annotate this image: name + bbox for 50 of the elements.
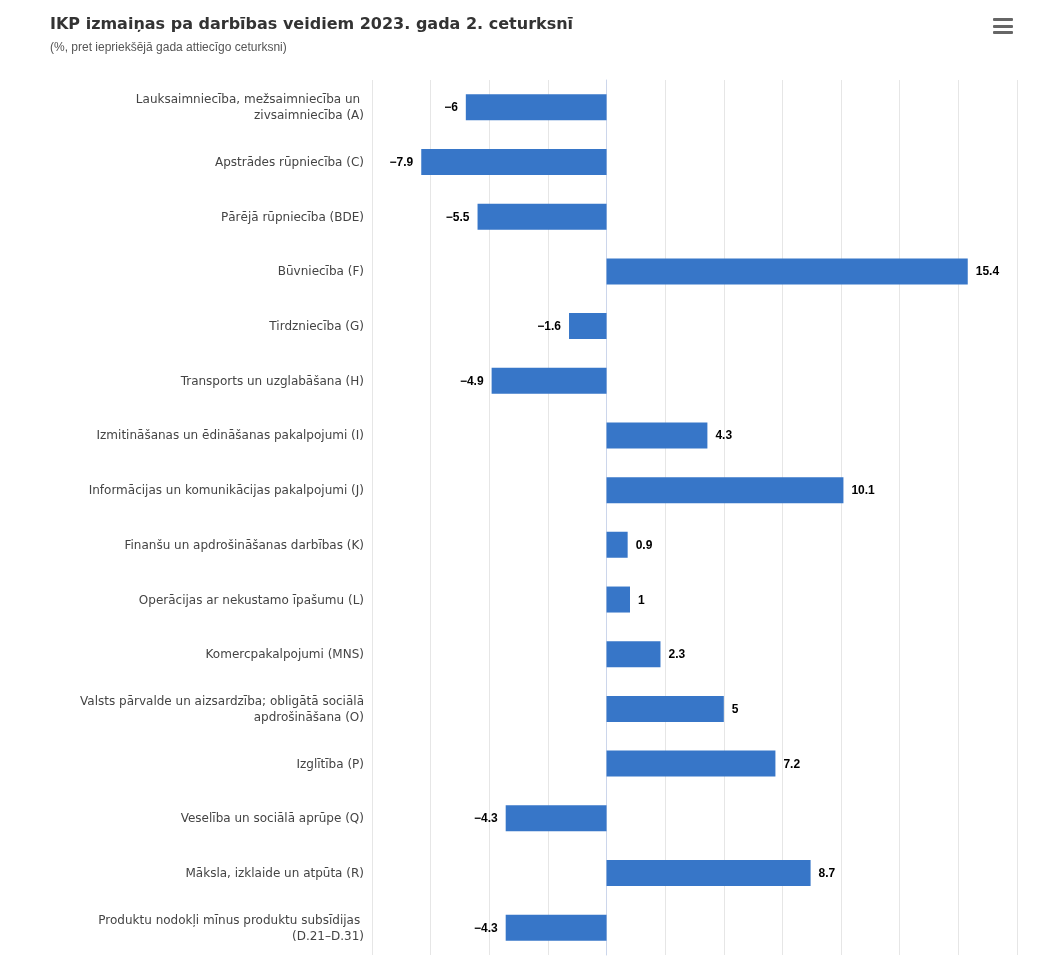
y-tick-label: Komercpakalpojumi (MNS) — [205, 647, 364, 662]
data-label: 7.2 — [783, 756, 801, 771]
y-tick-label: Būvniecība (F) — [277, 264, 364, 279]
bar — [606, 859, 811, 886]
data-label: 1 — [638, 592, 645, 607]
data-label: 2.3 — [668, 647, 686, 662]
data-label: 15.4 — [975, 264, 1000, 279]
y-tick-label: Apstrādes rūpniecība (C) — [214, 155, 364, 170]
y-tick-label: Māksla, izklaide un atpūta (R) — [185, 865, 364, 880]
data-label: −4.3 — [473, 920, 498, 935]
bar — [606, 586, 630, 613]
data-label: −7.9 — [389, 155, 414, 170]
y-tick-label: Operācijas ar nekustamo īpašumu (L) — [138, 592, 364, 607]
data-label: 5 — [731, 701, 739, 716]
y-tick-label: Transports un uzglabāšana (H) — [179, 373, 364, 388]
bar — [606, 477, 844, 504]
y-tick-label: Izmitināšanas un ēdināšanas pakalpojumi (I) — [96, 428, 364, 443]
chart-title: IKP izmaiņas pa darbības veidiem 2023. gada 2. ceturksnī — [50, 13, 574, 33]
bar — [569, 313, 607, 340]
data-label: −4.9 — [459, 373, 484, 388]
y-tick-label: Tirdzniecība (G) — [268, 319, 364, 334]
bar — [491, 367, 607, 394]
data-label: −1.6 — [537, 319, 562, 334]
data-label: −4.3 — [473, 811, 498, 826]
y-tick-label: Veselība un sociālā aprūpe (Q) — [180, 811, 364, 826]
data-label: −5.5 — [445, 209, 470, 224]
y-tick-label: Pārējā rūpniecība (BDE) — [220, 209, 364, 224]
bar — [477, 203, 607, 230]
bar — [606, 695, 724, 722]
bar — [421, 149, 607, 176]
data-label: 0.9 — [635, 537, 653, 552]
bar — [606, 258, 968, 285]
data-label: 10.1 — [851, 483, 876, 498]
bar — [606, 750, 776, 777]
bar — [606, 641, 661, 668]
bar — [606, 422, 708, 449]
y-tick-label: Izglītība (P) — [296, 756, 364, 771]
y-tick-label: Informācijas un komunikācijas pakalpojumi (J) — [88, 483, 364, 498]
y-tick-label: Lauksaimniecība, mežsaimniecība un zivsaimniecība (A) — [135, 92, 364, 123]
bar — [606, 531, 628, 558]
data-label: −6 — [444, 100, 459, 115]
bar — [505, 805, 607, 832]
bar — [505, 914, 607, 941]
y-tick-label: Valsts pārvalde un aizsardzība; obligātā sociālā apdrošināšana (O) — [80, 693, 364, 724]
bar — [465, 94, 607, 121]
data-label: 8.7 — [818, 865, 836, 880]
y-tick-label: Finanšu un apdrošināšanas darbības (K) — [124, 537, 364, 552]
y-tick-label: Produktu nodokļi mīnus produktu subsīdijas (D.21–D.31) — [98, 912, 364, 943]
text: (%, pret iepriekšējā gada attiecīgo ceturksni) — [50, 40, 287, 54]
data-label: 4.3 — [715, 428, 733, 443]
